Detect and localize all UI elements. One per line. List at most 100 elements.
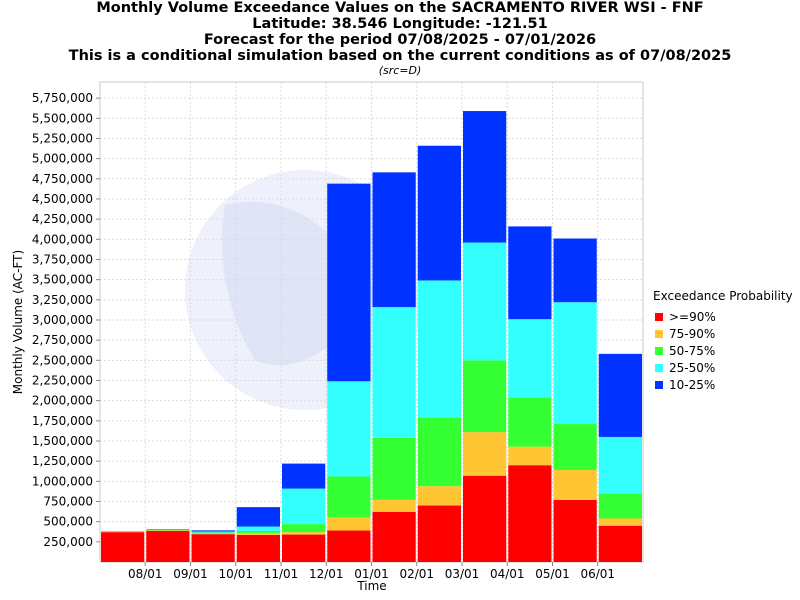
bar-segment [236,532,280,535]
y-tick-label: 2,000,000 [32,394,93,408]
bar-segment [598,518,642,526]
bar-segment [598,353,642,437]
y-axis-title: Monthly Volume (AC-FT) [11,250,25,394]
legend-label: 75-90% [669,326,716,341]
bar-segment [508,397,552,447]
legend-item-90: >=90% [655,308,793,325]
y-tick-label: 4,250,000 [32,212,93,226]
y-tick-label: 1,750,000 [32,414,93,428]
bar-segment [553,424,597,471]
legend-swatch [655,329,663,338]
y-tick-label: 4,000,000 [32,232,93,246]
bar-segment [417,145,461,281]
bar-segment [417,505,461,562]
y-tick-label: 5,250,000 [32,131,93,145]
legend-item-10-25: 10-25% [655,376,793,393]
bar-segment [191,532,235,534]
legend-item-50-75: 50-75% [655,342,793,359]
chart-header: Monthly Volume Exceedance Values on the … [0,0,800,78]
legend-item-25-50: 25-50% [655,359,793,376]
bar-segment [598,493,642,519]
y-tick-label: 5,500,000 [32,111,93,125]
y-tick-label: 500,000 [43,515,93,529]
bar-stack-group [101,111,642,562]
chart-location: Latitude: 38.546 Longitude: -121.51 [252,16,548,32]
legend-swatch [655,380,663,389]
y-tick-label: 2,500,000 [32,353,93,367]
legend-label: 10-25% [669,377,716,392]
y-tick-label: 5,000,000 [32,152,93,166]
grid-lines [100,82,643,562]
bar-segment [463,360,507,433]
bar-segment [236,534,280,562]
bar-segment [191,530,235,532]
y-tick-label: 4,750,000 [32,172,93,186]
bar-segment [282,532,326,535]
y-axis-ticks: 250,000 500,000 750,000 1,000,000 1,250,000 1… [32,91,100,549]
y-tick-label: 3,500,000 [32,273,93,287]
bar-segment [372,172,416,308]
bar-segment [508,446,552,466]
bar-segment [598,436,642,494]
bar-segment [553,238,597,303]
y-tick-label: 3,750,000 [32,252,93,266]
x-tick-label: 02/01 [399,567,434,581]
x-tick-label: 04/01 [490,567,525,581]
bar-segment [327,530,371,562]
legend-label: >=90% [669,309,716,324]
x-tick-label: 11/01 [264,567,299,581]
y-tick-label: 1,000,000 [32,474,93,488]
bar-segment [417,280,461,418]
y-tick-label: 2,750,000 [32,333,93,347]
bar-segment [146,530,190,562]
bar-segment [101,532,145,562]
bar-segment [508,319,552,398]
x-tick-label: 09/01 [173,567,208,581]
legend-swatch [655,312,663,321]
legend-title: Exceedance Probability [653,289,793,303]
y-tick-label: 1,500,000 [32,434,93,448]
bar-segment [463,111,507,243]
bar-segment [553,470,597,500]
bar-segment [191,534,235,562]
bar-segment [598,525,642,562]
y-tick-label: 250,000 [43,535,93,549]
x-tick-label: 12/01 [309,567,344,581]
legend-label: 50-75% [669,343,716,358]
bar-segment [463,475,507,562]
y-tick-label: 3,000,000 [32,313,93,327]
bar-segment [236,526,280,531]
legend-swatch [655,363,663,372]
bar-segment [282,524,326,533]
y-tick-label: 5,750,000 [32,91,93,105]
y-tick-label: 2,250,000 [32,373,93,387]
bar-segment [553,499,597,562]
legend-item-75-90: 75-90% [655,325,793,342]
bar-segment [282,488,326,525]
x-tick-label: 01/01 [354,567,389,581]
x-axis-ticks: 08/01 09/01 10/01 11/01 12/01 01/01 02/01 03/01… [128,562,615,581]
bar-segment [327,381,371,477]
x-tick-label: 08/01 [128,567,163,581]
chart-source: (src=D) [378,64,422,77]
bar-segment [553,302,597,425]
bar-segment [372,511,416,562]
bar-segment [372,499,416,512]
bar-segment [282,534,326,562]
bar-segment [327,517,371,531]
chart-title: Monthly Volume Exceedance Values on the … [96,0,704,16]
chart-period: Forecast for the period 07/08/2025 - 07/… [203,32,597,48]
bar-segment [191,533,235,535]
x-tick-label: 03/01 [445,567,480,581]
bar-segment [463,242,507,361]
x-tick-label: 05/01 [535,567,570,581]
bar-segment [417,486,461,506]
legend: Exceedance Probability >=90% 75-90% 50-7… [653,289,793,393]
y-tick-label: 1,250,000 [32,454,93,468]
bar-segment [508,226,552,320]
bar-segment [282,463,326,489]
bar-segment [372,307,416,438]
bar-segment [236,530,280,533]
y-tick-label: 4,500,000 [32,192,93,206]
